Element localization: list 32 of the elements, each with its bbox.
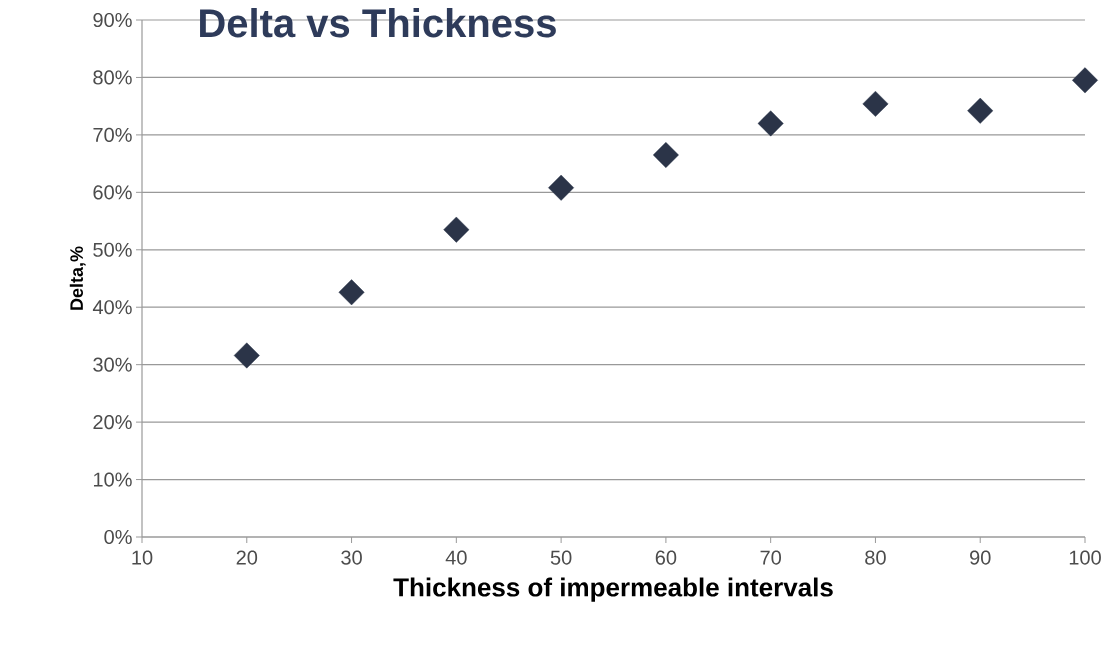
y-tick-label: 10% (93, 472, 132, 487)
x-tick-label: 70 (760, 550, 782, 565)
x-tick-label: 60 (655, 550, 677, 565)
x-tick-label: 90 (970, 550, 991, 565)
point (757, 110, 784, 137)
y-tick-label: 20% (93, 415, 132, 430)
y-tick-label: 60% (93, 185, 132, 200)
x-tick-label: 30 (341, 550, 362, 565)
chart-title: Delta vs Thickness (200, 8, 556, 38)
x-tick-label: 10 (132, 550, 153, 565)
y-tick-label: 40% (92, 300, 132, 315)
point (1072, 67, 1098, 94)
x-tick-label: 20 (236, 550, 258, 565)
x-tick-label: 80 (865, 550, 886, 565)
x-tick-label: 50 (550, 550, 572, 565)
x-tick-label: 100 (1069, 550, 1101, 565)
point (862, 90, 889, 117)
x-axis-title: Thickness of impermeable intervals (393, 577, 833, 602)
x-tick-label: 40 (445, 550, 467, 565)
y-tick-label: 50% (93, 242, 132, 257)
y-tick-label: 80% (93, 70, 132, 85)
y-tick-label: 90% (93, 12, 132, 28)
point (443, 216, 470, 243)
y-axis-title: Delta,% (69, 246, 86, 310)
y-tick-label: 0% (104, 529, 132, 545)
point (652, 142, 679, 168)
y-tick-label: 70% (93, 127, 132, 142)
point (338, 279, 365, 306)
point (233, 342, 260, 369)
y-tick-label: 30% (93, 357, 132, 372)
point (967, 97, 994, 124)
point (548, 174, 575, 201)
